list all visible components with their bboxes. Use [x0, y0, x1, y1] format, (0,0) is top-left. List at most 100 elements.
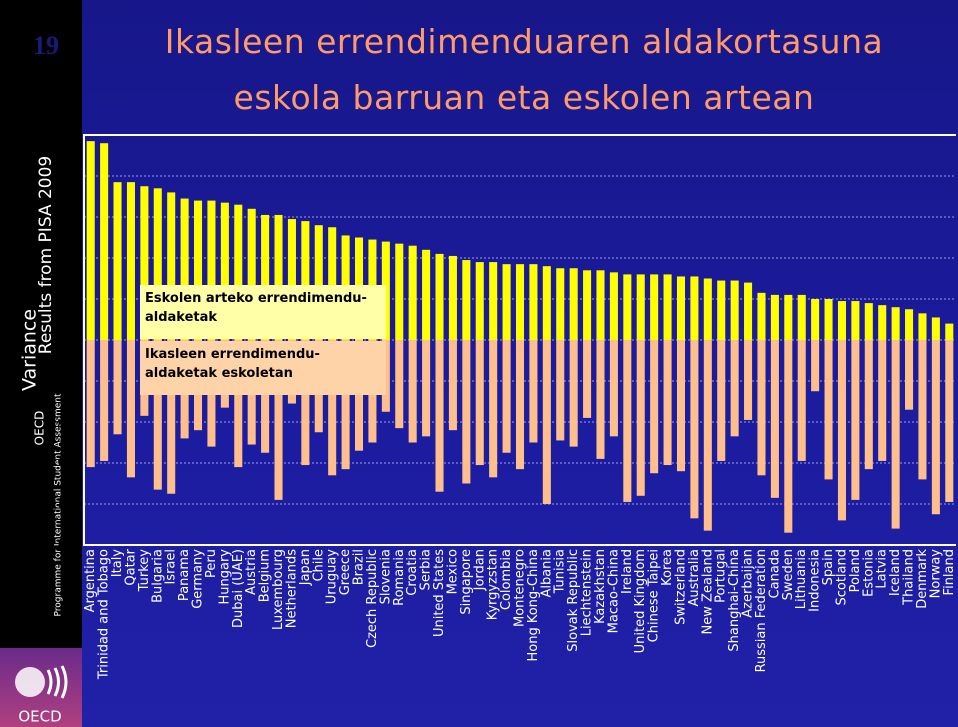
bar — [851, 340, 860, 500]
x-tick-label: Iceland — [888, 549, 903, 596]
bar — [770, 294, 779, 340]
y-tick-label: 60 — [58, 453, 80, 472]
bar — [301, 340, 310, 466]
bar — [126, 340, 135, 478]
bar — [878, 305, 887, 340]
bar — [502, 340, 511, 453]
bar — [542, 266, 551, 340]
logo-text: OECD — [18, 708, 61, 726]
x-tick-label: Slovak Republic — [566, 549, 581, 652]
bar — [878, 340, 887, 461]
y-tick-label: 100 — [47, 535, 80, 554]
sidebar-org: OECD — [33, 411, 47, 446]
bar — [596, 340, 605, 459]
y-tick-label: 60 — [58, 207, 80, 226]
bar — [918, 340, 927, 480]
bar — [314, 225, 323, 340]
x-tick-label: Peru — [204, 549, 219, 578]
bar — [797, 340, 806, 461]
y-axis-label: Variance — [19, 309, 41, 391]
x-tick-label: Lithuania — [794, 549, 809, 609]
bar — [650, 340, 659, 474]
bar — [448, 340, 457, 431]
x-tick-label: Finland — [942, 549, 957, 595]
bar — [140, 186, 149, 340]
x-tick-label: Canada — [767, 549, 782, 598]
bar — [905, 340, 914, 410]
x-tick-label: Luxembourg — [271, 549, 286, 630]
bar — [676, 276, 686, 340]
x-tick-label: Chinese Taipei — [647, 549, 662, 642]
frame — [83, 134, 956, 546]
x-tick-label: Switzerland — [673, 549, 688, 625]
x-tick-label: Thailand — [902, 549, 917, 606]
x-tick-label: Argentina — [83, 549, 98, 612]
x-tick-label: Japan — [298, 549, 313, 586]
x-tick-label: Sweden — [781, 549, 796, 600]
x-tick-label: Russian Federation — [754, 549, 769, 672]
bar — [86, 340, 95, 468]
x-tick-label: Liechtenstein — [580, 549, 595, 636]
bar — [261, 340, 270, 453]
bar — [824, 299, 833, 340]
bar — [918, 313, 927, 340]
bar — [435, 340, 444, 492]
bar — [717, 280, 726, 340]
x-tick-label: Albania — [539, 549, 554, 598]
bar — [730, 340, 739, 437]
bar — [583, 270, 592, 340]
x-tick-label: United Kingdom — [633, 549, 648, 653]
bar — [180, 198, 189, 340]
legend-item: Ikasleen errendimendu-aldaketak eskoleta… — [140, 341, 386, 395]
bar — [542, 340, 551, 504]
bar — [636, 340, 645, 496]
bar — [864, 340, 873, 470]
bar — [126, 182, 135, 340]
bar — [167, 192, 176, 340]
x-tick-label: Tunisia — [553, 549, 568, 594]
bar — [462, 260, 471, 340]
bar — [408, 340, 417, 443]
x-tick-label: Italy — [110, 549, 125, 578]
bar — [663, 340, 672, 466]
x-tick-label: Bulgaria — [150, 549, 165, 603]
bar — [851, 301, 860, 340]
bar — [569, 340, 578, 447]
bar — [100, 340, 109, 461]
bar — [86, 141, 95, 340]
y-tick-label: 20 — [58, 289, 80, 308]
bar — [811, 340, 820, 392]
bar — [770, 340, 779, 498]
x-tick-label: Jordan — [472, 549, 487, 591]
x-tick-label: Czech Republic — [365, 549, 380, 648]
sidebar — [0, 0, 82, 727]
x-tick-label: Chile — [311, 549, 326, 582]
y-tick-label: 40 — [58, 412, 80, 431]
bar — [797, 294, 806, 340]
bar — [422, 249, 431, 340]
x-tick-label: Kyrgyzstan — [486, 549, 501, 620]
x-tick-label: New Zealand — [700, 549, 715, 634]
bar — [703, 278, 712, 340]
x-tick-label: Korea — [660, 549, 675, 586]
bar — [341, 340, 350, 470]
y-tick-label: 40 — [58, 248, 80, 267]
bar — [301, 221, 310, 340]
bar — [744, 282, 753, 340]
bar — [489, 262, 498, 340]
bar — [609, 340, 618, 437]
bar — [435, 253, 444, 340]
bar — [153, 188, 162, 340]
bar — [837, 301, 846, 340]
y-tick-label: 0 — [69, 330, 80, 349]
x-tick-label: Germany — [191, 549, 206, 609]
bar — [167, 340, 176, 494]
bar — [113, 182, 122, 340]
x-tick-label: Netherlands — [284, 549, 299, 628]
bar — [502, 264, 511, 340]
x-tick-label: Turkey — [137, 549, 152, 593]
x-tick-label: Greece — [338, 549, 353, 595]
bar — [945, 323, 954, 340]
bar — [636, 274, 645, 340]
